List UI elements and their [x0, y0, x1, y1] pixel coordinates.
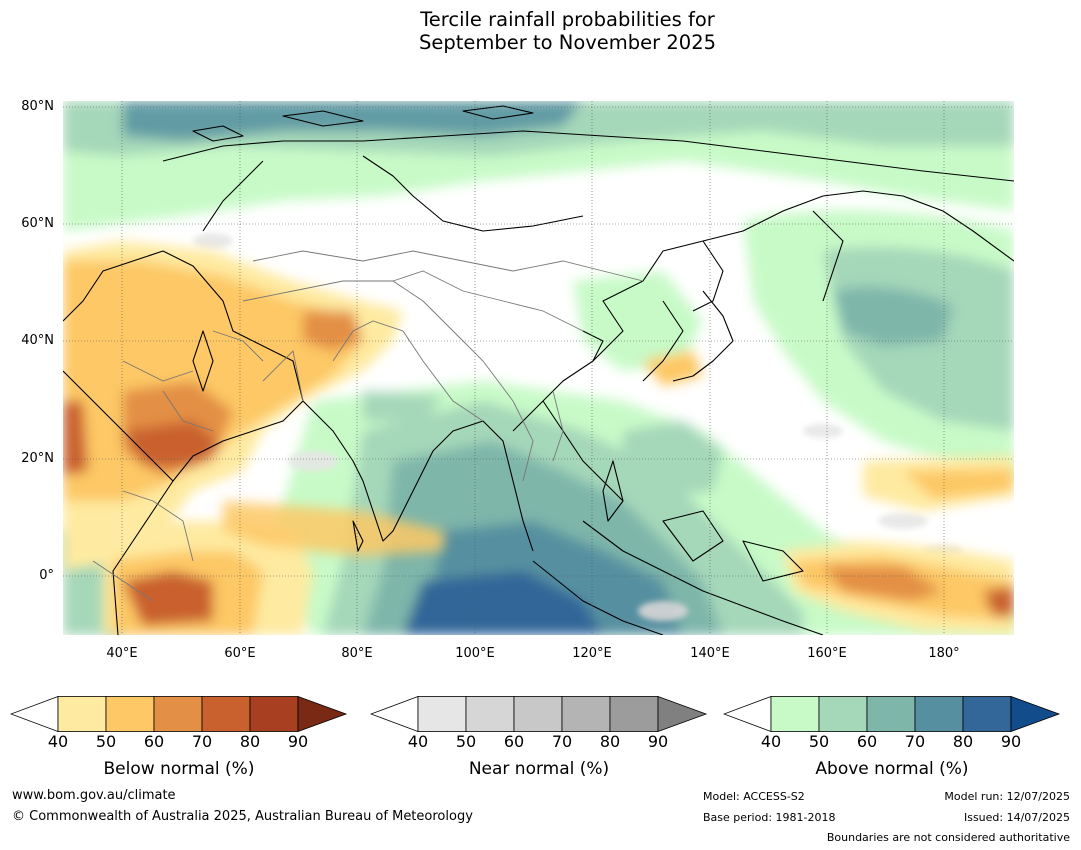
above-normal-label: Above normal (%) [815, 759, 969, 779]
lon-label-60e: 60°E [224, 646, 256, 661]
title-line-1: Tercile rainfall probabilities for [420, 8, 715, 31]
below-normal-regions [63, 241, 1014, 635]
model-text: Model: ACCESS-S2 [703, 790, 805, 803]
colorbar-segment [866, 696, 916, 732]
cbar-tick: 80 [599, 732, 621, 751]
map-title: Tercile rainfall probabilities for Septe… [0, 8, 1081, 54]
colorbar-segment [201, 696, 251, 732]
cbar-tick: 70 [191, 732, 213, 751]
colorbar-segment [153, 696, 203, 732]
lat-label-80n: 80°N [21, 99, 54, 114]
lat-label-40n: 40°N [21, 333, 54, 348]
colorbar-segment [105, 696, 155, 732]
cbar-tick: 70 [904, 732, 926, 751]
above-normal-colorbar [723, 696, 1061, 732]
colorbar-arrow-low [723, 696, 772, 732]
lon-label-100e: 100°E [455, 646, 495, 661]
colorbar-segment [818, 696, 868, 732]
cbar-tick: 90 [1000, 732, 1022, 751]
lon-label-180: 180° [928, 646, 960, 661]
disclaimer-text: Boundaries are not considered authoritat… [826, 831, 1070, 844]
cbar-tick: 50 [95, 732, 117, 751]
lat-label-60n: 60°N [21, 216, 54, 231]
coastlines [63, 105, 1014, 635]
colorbar-segment [770, 696, 820, 732]
colorbar-segment [249, 696, 299, 732]
above-normal-ticks: 40 50 60 70 80 90 [723, 732, 1061, 751]
colorbar-segment [561, 696, 611, 732]
cbar-tick: 40 [760, 732, 782, 751]
lat-label-0: 0° [39, 568, 54, 583]
lon-label-40e: 40°E [106, 646, 138, 661]
lon-label-120e: 120°E [572, 646, 612, 661]
cbar-tick: 40 [407, 732, 429, 751]
colorbar-arrow-high [1010, 696, 1061, 732]
title-line-2: September to November 2025 [418, 31, 717, 54]
lon-label-160e: 160°E [807, 646, 847, 661]
cbar-tick: 40 [47, 732, 69, 751]
website-link[interactable]: www.bom.gov.au/climate [12, 788, 176, 803]
colorbar-segment [57, 696, 107, 732]
lat-label-20n: 20°N [21, 451, 54, 466]
colorbar-arrow-high [657, 696, 708, 732]
colorbar-segment [465, 696, 515, 732]
cbar-tick: 60 [143, 732, 165, 751]
cbar-tick: 70 [551, 732, 573, 751]
country-boundaries [92, 250, 644, 602]
near-normal-ticks: 40 50 60 70 80 90 [370, 732, 708, 751]
lon-label-140e: 140°E [690, 646, 730, 661]
near-normal-colorbar [370, 696, 708, 732]
colorbar-arrow-low [10, 696, 59, 732]
cbar-tick: 90 [287, 732, 309, 751]
colorbar-segment [609, 696, 659, 732]
copyright-text: © Commonwealth of Australia 2025, Austra… [12, 809, 473, 824]
colorbar-arrow-high [297, 696, 348, 732]
below-normal-label: Below normal (%) [103, 759, 255, 779]
near-normal-label: Near normal (%) [468, 759, 610, 779]
cbar-tick: 50 [808, 732, 830, 751]
colorbar-segment [417, 696, 467, 732]
map-panel [63, 101, 1014, 635]
colorbar-segment [914, 696, 964, 732]
lon-label-80e: 80°E [341, 646, 373, 661]
colorbar-arrow-low [370, 696, 419, 732]
cbar-tick: 60 [503, 732, 525, 751]
colorbar-segment [962, 696, 1012, 732]
colorbar-segment [513, 696, 563, 732]
issued-text: Issued: 14/07/2025 [963, 811, 1070, 824]
below-normal-colorbar [10, 696, 348, 732]
cbar-tick: 80 [239, 732, 261, 751]
below-normal-ticks: 40 50 60 70 80 90 [10, 732, 348, 751]
cbar-tick: 60 [856, 732, 878, 751]
cbar-tick: 90 [647, 732, 669, 751]
cbar-tick: 50 [455, 732, 477, 751]
graticule [63, 101, 1014, 635]
model-run-text: Model run: 12/07/2025 [944, 790, 1070, 803]
cbar-tick: 80 [952, 732, 974, 751]
base-period-text: Base period: 1981-2018 [703, 811, 836, 824]
